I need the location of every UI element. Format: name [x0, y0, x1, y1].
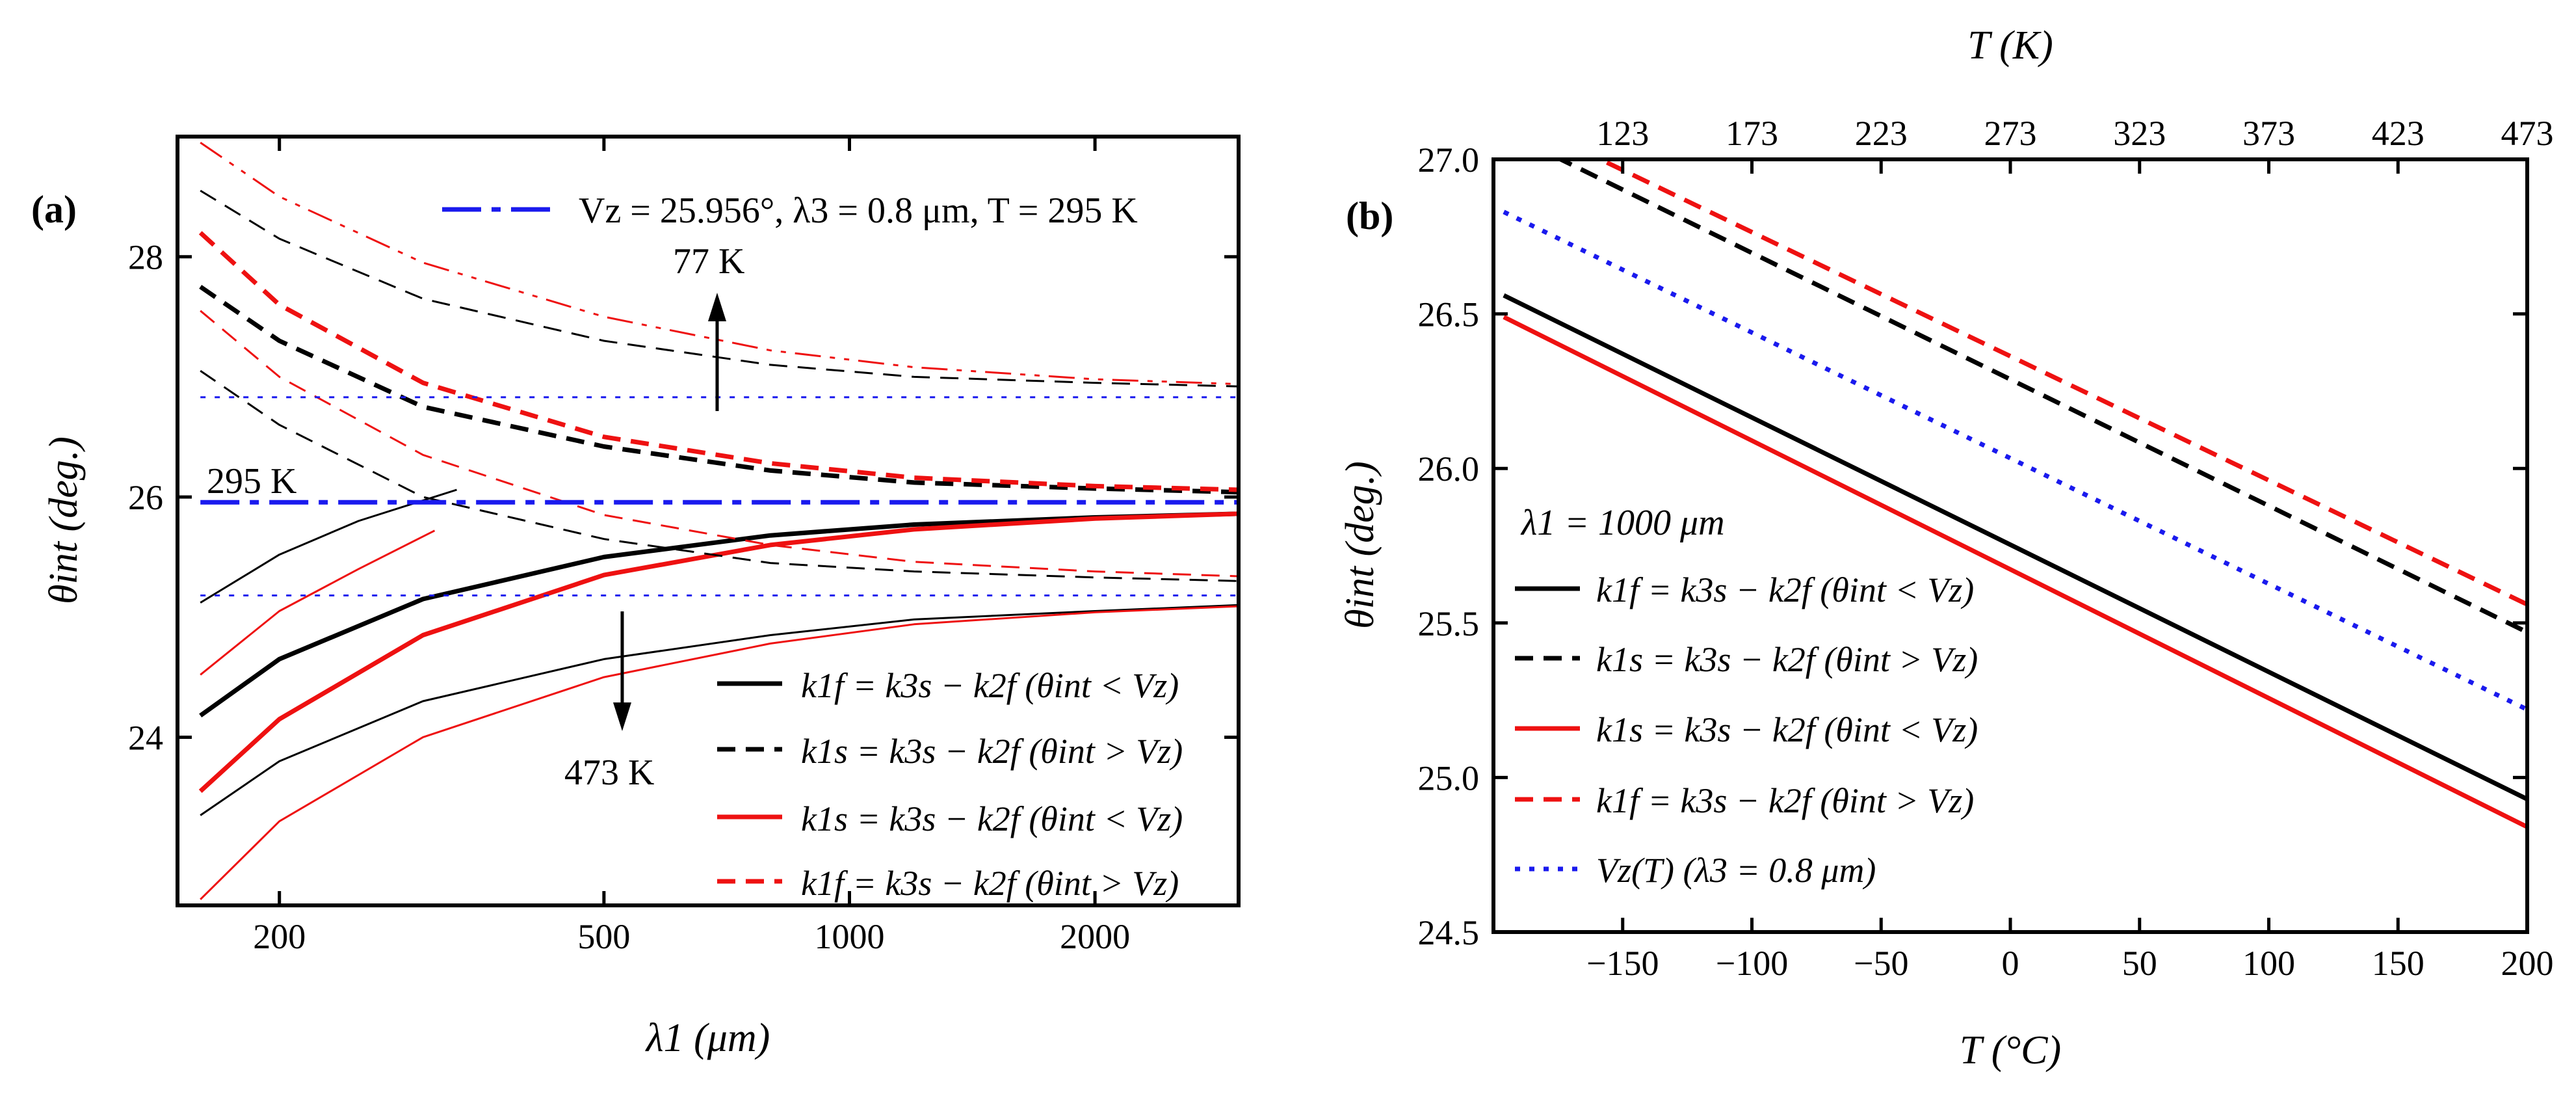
- panel-a-series-5: [200, 488, 457, 604]
- panel-a-series-2: [199, 285, 1239, 495]
- legend-b-label-4: k1f = k3s − k2f (θint > Vz): [1596, 781, 1974, 820]
- panel-a-series-11: [200, 369, 1239, 582]
- panel-a-series-8: [200, 141, 1239, 385]
- panel-b-ylabel: θint (deg.): [1338, 461, 1382, 629]
- legend-a-label-1: k1f = k3s − k2f (θint < Vz): [801, 666, 1179, 705]
- label-77K: 77 K: [673, 241, 744, 282]
- panel-b-plot-area: [1503, 159, 2527, 829]
- panel-b-top-tick-label: 173: [1726, 114, 1778, 153]
- panel-b-series-4: [1595, 159, 2527, 607]
- panel-a-xtick-label: 200: [253, 917, 306, 956]
- panel-b-ytick-label: 25.5: [1418, 604, 1480, 643]
- panel-a-series-4: [198, 231, 1239, 492]
- legend-b-label-2: k1s = k3s − k2f (θint > Vz): [1596, 640, 1978, 679]
- legend-a-label-4: k1f = k3s − k2f (θint > Vz): [801, 864, 1179, 903]
- panel-a-series-7: [200, 189, 1239, 388]
- legend-b-label-1: k1f = k3s − k2f (θint < Vz): [1596, 570, 1974, 609]
- panel-b-xtick-label: 150: [2372, 944, 2425, 983]
- panel-a-frame: [176, 135, 1241, 907]
- panel-b-xlabel: T (°C): [1960, 1028, 2061, 1073]
- panel-b-ytick-label: 27.0: [1418, 140, 1480, 180]
- panel-a-series-6: [200, 529, 436, 676]
- panel-b-series-1: [1503, 293, 2527, 801]
- label-473K: 473 K: [564, 753, 654, 793]
- panel-a-xlabel: λ1 (μm): [645, 1016, 770, 1060]
- panel-b-xtick-label: 200: [2501, 944, 2554, 983]
- panel-b-xtick-label: 50: [2122, 944, 2157, 983]
- lambda1-annotation: λ1 = 1000 μm: [1520, 503, 1725, 543]
- panel-a-ytick-label: 24: [128, 718, 163, 757]
- panel-b-top-tick-label: 423: [2372, 114, 2425, 153]
- panel-b-xtick-label: 0: [2002, 944, 2019, 983]
- panel-b-ytick-label: 26.5: [1418, 295, 1480, 334]
- panel-a-series-3: [198, 511, 1239, 794]
- panel-b-xtick-label: −150: [1586, 944, 1659, 983]
- panel-a-xtick-label: 500: [577, 917, 630, 956]
- panel-b-top-axis-title: T (K): [1967, 23, 2053, 68]
- panel-b-ytick-label: 24.5: [1418, 913, 1480, 952]
- panel-a-ylabel: θint (deg.): [42, 436, 86, 604]
- panel-b-xtick-label: −100: [1716, 944, 1788, 983]
- panel-a: 200 500 1000 2000 24 26 28 (a) θint (deg.) λ1 …: [31, 135, 1241, 1060]
- panel-a-legend: k1f = k3s − k2f (θint < Vz) k1s = k3s − …: [717, 666, 1183, 903]
- panel-b: −150 −100 −50 0 50 100 150 200 24.5 25.0 25.5 26.0 2…: [1338, 23, 2554, 1073]
- legend-a-label-3: k1s = k3s − k2f (θint < Vz): [801, 799, 1183, 838]
- legend-b-label-5: Vz(T) (λ3 = 0.8 μm): [1596, 851, 1876, 890]
- panel-b-label: (b): [1346, 194, 1393, 237]
- panel-a-series-12: [200, 310, 1239, 578]
- panel-b-legend: k1f = k3s − k2f (θint < Vz) k1s = k3s − …: [1515, 570, 1978, 890]
- arrow-77K-head: [708, 293, 726, 321]
- legend-b-label-3: k1s = k3s − k2f (θint < Vz): [1596, 710, 1978, 749]
- panel-b-xtick-label: 100: [2242, 944, 2295, 983]
- panel-b-ytick-label: 25.0: [1418, 758, 1480, 797]
- legend-a-label-2: k1s = k3s − k2f (θint > Vz): [801, 732, 1183, 771]
- panel-b-xtick-label: −50: [1854, 944, 1908, 983]
- panel-a-series-9: [200, 604, 1239, 816]
- panel-b-top-tick-label: 123: [1596, 114, 1649, 153]
- panel-a-label: (a): [31, 188, 77, 231]
- panel-a-series-10: [200, 605, 1239, 900]
- panel-b-series-5: [1503, 209, 2527, 712]
- panel-a-ticks: 200 500 1000 2000 24 26 28: [128, 137, 1239, 956]
- panel-a-xtick-label: 2000: [1060, 917, 1130, 956]
- panel-b-series-2: [1555, 159, 2527, 635]
- panel-b-top-tick-label: 273: [1984, 114, 2037, 153]
- panel-a-ytick-label: 26: [128, 478, 163, 517]
- panel-b-top-tick-label: 473: [2501, 114, 2554, 153]
- panel-b-series-3: [1503, 315, 2527, 829]
- panel-b-top-tick-label: 323: [2113, 114, 2166, 153]
- vz-annotation: Vz = 25.956°, λ3 = 0.8 μm, T = 295 K: [579, 191, 1138, 231]
- label-295K: 295 K: [207, 461, 296, 501]
- panel-a-plot-area: [198, 141, 1239, 900]
- panel-b-ticks: −150 −100 −50 0 50 100 150 200 24.5 25.0 25.5 26.0 2…: [1418, 114, 2554, 983]
- panel-a-xtick-label: 1000: [815, 917, 885, 956]
- arrow-473K-head: [613, 702, 631, 731]
- panel-b-top-tick-label: 373: [2242, 114, 2295, 153]
- panel-b-top-tick-label: 223: [1855, 114, 1908, 153]
- panel-b-ytick-label: 26.0: [1418, 449, 1480, 488]
- panel-a-ytick-label: 28: [128, 238, 163, 277]
